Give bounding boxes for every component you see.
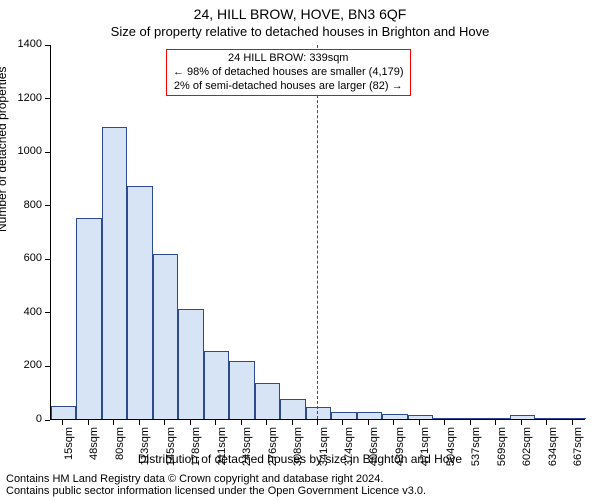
x-tick-label: 308sqm [292, 427, 304, 472]
histogram-bar [382, 414, 407, 419]
y-tick-mark [45, 366, 50, 367]
x-tick-label: 276sqm [267, 427, 279, 472]
x-tick-mark [572, 420, 573, 425]
x-tick-mark [164, 420, 165, 425]
histogram-bar [484, 418, 509, 419]
y-tick-label: 1200 [12, 92, 42, 104]
x-tick-mark [62, 420, 63, 425]
footer-line-2: Contains public sector information licen… [6, 485, 426, 498]
y-tick-mark [45, 259, 50, 260]
histogram-bar [76, 218, 101, 419]
x-tick-mark [470, 420, 471, 425]
y-tick-label: 400 [12, 306, 42, 318]
y-tick-mark [45, 98, 50, 99]
x-tick-label: 634sqm [547, 427, 559, 472]
x-tick-mark [495, 420, 496, 425]
annotation-box: 24 HILL BROW: 339sqm← 98% of detached ho… [166, 49, 411, 96]
x-tick-mark [215, 420, 216, 425]
histogram-bar [178, 309, 203, 419]
histogram-bar [408, 415, 433, 419]
footer-attribution: Contains HM Land Registry data © Crown c… [6, 473, 426, 498]
y-tick-mark [45, 152, 50, 153]
y-axis-label: Number of detached properties [0, 67, 9, 232]
x-tick-mark [88, 420, 89, 425]
x-tick-label: 243sqm [241, 427, 253, 472]
y-tick-label: 1400 [12, 38, 42, 50]
x-tick-mark [419, 420, 420, 425]
histogram-bar [153, 254, 178, 419]
histogram-bar [102, 127, 127, 419]
chart-title-description: Size of property relative to detached ho… [0, 24, 600, 39]
x-tick-label: 211sqm [216, 427, 228, 472]
x-tick-label: 602sqm [521, 427, 533, 472]
chart-title-address: 24, HILL BROW, HOVE, BN3 6QF [0, 6, 600, 22]
plot-area: 24 HILL BROW: 339sqm← 98% of detached ho… [50, 45, 585, 420]
annotation-line: 2% of semi-detached houses are larger (8… [173, 80, 404, 94]
x-tick-label: 537sqm [470, 427, 482, 472]
y-tick-mark [45, 45, 50, 46]
x-tick-label: 504sqm [445, 427, 457, 472]
x-tick-mark [317, 420, 318, 425]
x-tick-mark [393, 420, 394, 425]
histogram-bar [280, 399, 305, 419]
histogram-bar [433, 418, 458, 419]
y-tick-mark [45, 312, 50, 313]
histogram-bar [331, 412, 356, 420]
annotation-line: ← 98% of detached houses are smaller (4,… [173, 66, 404, 80]
x-tick-mark [546, 420, 547, 425]
x-tick-label: 178sqm [190, 427, 202, 472]
x-tick-mark [342, 420, 343, 425]
x-tick-label: 15sqm [63, 427, 75, 472]
x-tick-label: 471sqm [419, 427, 431, 472]
histogram-bar [229, 361, 254, 419]
x-tick-label: 374sqm [343, 427, 355, 472]
y-tick-mark [45, 420, 50, 421]
x-tick-mark [521, 420, 522, 425]
x-tick-label: 113sqm [139, 427, 151, 472]
histogram-bar [357, 412, 382, 419]
histogram-bar [561, 418, 586, 419]
histogram-bar [204, 351, 229, 419]
marker-vertical-line [317, 45, 318, 419]
x-tick-label: 667sqm [572, 427, 584, 472]
histogram-bar [51, 406, 76, 419]
x-tick-mark [241, 420, 242, 425]
y-tick-label: 200 [12, 359, 42, 371]
histogram-bar [306, 407, 331, 419]
x-tick-mark [292, 420, 293, 425]
y-tick-mark [45, 205, 50, 206]
x-tick-mark [113, 420, 114, 425]
histogram-bar [255, 383, 280, 419]
y-tick-label: 0 [12, 413, 42, 425]
x-tick-label: 48sqm [88, 427, 100, 472]
x-tick-mark [444, 420, 445, 425]
histogram-bar [127, 186, 152, 419]
x-tick-label: 406sqm [368, 427, 380, 472]
x-tick-label: 569sqm [496, 427, 508, 472]
y-tick-label: 800 [12, 199, 42, 211]
histogram-bar [510, 415, 535, 419]
x-tick-mark [266, 420, 267, 425]
histogram-bar [459, 418, 484, 419]
x-tick-label: 145sqm [165, 427, 177, 472]
y-tick-label: 600 [12, 252, 42, 264]
x-tick-mark [139, 420, 140, 425]
annotation-line: 24 HILL BROW: 339sqm [173, 52, 404, 66]
footer-line-1: Contains HM Land Registry data © Crown c… [6, 473, 426, 486]
chart-page: 24, HILL BROW, HOVE, BN3 6QF Size of pro… [0, 0, 600, 500]
x-tick-mark [190, 420, 191, 425]
x-tick-label: 341sqm [318, 427, 330, 472]
x-tick-mark [368, 420, 369, 425]
x-tick-label: 80sqm [114, 427, 126, 472]
histogram-bar [535, 418, 560, 419]
x-tick-label: 439sqm [394, 427, 406, 472]
y-tick-label: 1000 [12, 145, 42, 157]
